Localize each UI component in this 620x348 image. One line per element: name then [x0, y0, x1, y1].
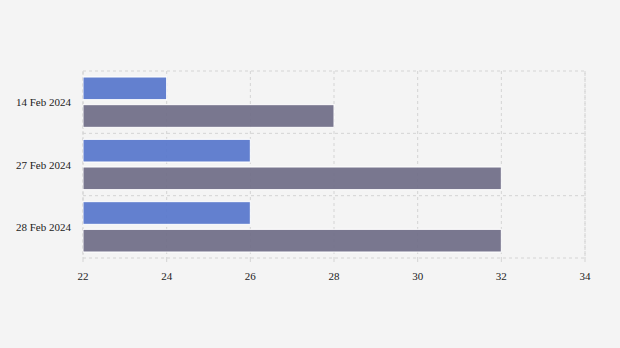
tick-label: 22 — [78, 270, 89, 282]
tick-mark — [585, 258, 586, 262]
tick-label: 28 — [329, 270, 341, 282]
tick-mark — [334, 258, 335, 262]
bar — [83, 139, 250, 162]
category-label: 14 Feb 2024 — [16, 96, 72, 108]
grid — [83, 71, 585, 262]
tick-label: 30 — [412, 270, 424, 282]
tick-mark — [417, 258, 418, 262]
tick-label: 34 — [580, 270, 592, 282]
category-label: 27 Feb 2024 — [16, 159, 72, 171]
bar — [83, 167, 501, 190]
bar — [83, 105, 334, 128]
tick-mark — [250, 258, 251, 262]
tick-label: 32 — [496, 270, 507, 282]
bar — [83, 229, 501, 252]
grid-line — [585, 71, 586, 258]
bar — [83, 77, 167, 100]
tick-mark — [501, 258, 502, 262]
tick-mark — [83, 258, 84, 262]
plot-frame — [83, 71, 585, 258]
tick-mark — [166, 258, 167, 262]
chart-svg: 22 24 26 28 30 32 34 14 Feb 2024 27 Feb 2024 28 F… — [0, 0, 620, 348]
tick-label: 26 — [245, 270, 257, 282]
tick-label: 24 — [161, 270, 173, 282]
bars — [83, 77, 501, 252]
background — [0, 0, 620, 348]
chart: 22 24 26 28 30 32 34 14 Feb 2024 27 Feb 2024 28 F… — [0, 0, 620, 348]
category-label: 28 Feb 2024 — [16, 221, 72, 233]
bar — [83, 202, 250, 225]
band-line — [83, 195, 585, 196]
